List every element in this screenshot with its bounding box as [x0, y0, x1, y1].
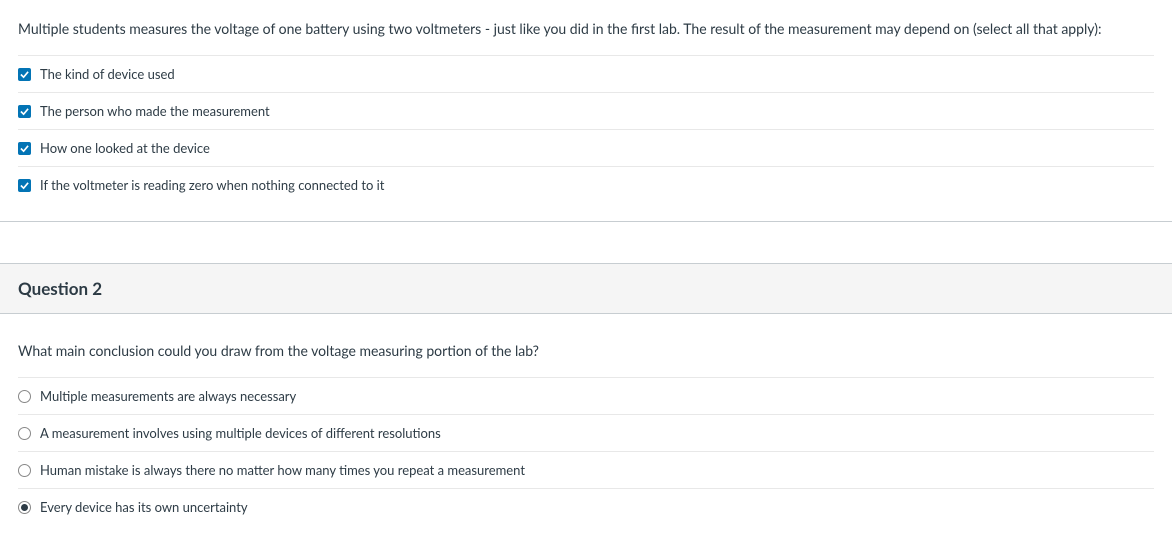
option-label: A measurement involves using multiple de…: [40, 425, 441, 441]
radio-icon[interactable]: [18, 464, 31, 477]
checkbox-icon[interactable]: [18, 179, 31, 192]
question2-header: Question 2: [0, 263, 1172, 314]
checkbox-icon[interactable]: [18, 142, 31, 155]
radio-option[interactable]: Every device has its own uncertainty: [18, 488, 1154, 525]
option-label: Multiple measurements are always necessa…: [40, 388, 296, 404]
radio-icon[interactable]: [18, 390, 31, 403]
radio-icon[interactable]: [18, 501, 31, 514]
question2-answers: Multiple measurements are always necessa…: [0, 377, 1172, 543]
radio-icon[interactable]: [18, 427, 31, 440]
checkbox-icon[interactable]: [18, 105, 31, 118]
option-label: If the voltmeter is reading zero when no…: [40, 177, 384, 193]
radio-option[interactable]: A measurement involves using multiple de…: [18, 414, 1154, 451]
checkbox-option[interactable]: How one looked at the device: [18, 129, 1154, 166]
checkbox-option[interactable]: The kind of device used: [18, 55, 1154, 92]
option-label: How one looked at the device: [40, 140, 210, 156]
checkbox-icon[interactable]: [18, 68, 31, 81]
question2-title: Question 2: [18, 278, 1154, 299]
checkbox-option[interactable]: The person who made the measurement: [18, 92, 1154, 129]
option-label: Every device has its own uncertainty: [40, 499, 248, 515]
option-label: The person who made the measurement: [40, 103, 270, 119]
question1-prompt: Multiple students measures the voltage o…: [0, 0, 1172, 55]
question2-prompt: What main conclusion could you draw from…: [0, 314, 1172, 377]
checkbox-option[interactable]: If the voltmeter is reading zero when no…: [18, 166, 1154, 203]
radio-option[interactable]: Multiple measurements are always necessa…: [18, 377, 1154, 414]
option-label: Human mistake is always there no matter …: [40, 462, 525, 478]
question-separator: [0, 221, 1172, 263]
option-label: The kind of device used: [40, 66, 175, 82]
radio-option[interactable]: Human mistake is always there no matter …: [18, 451, 1154, 488]
question1-answers: The kind of device used The person who m…: [0, 55, 1172, 221]
